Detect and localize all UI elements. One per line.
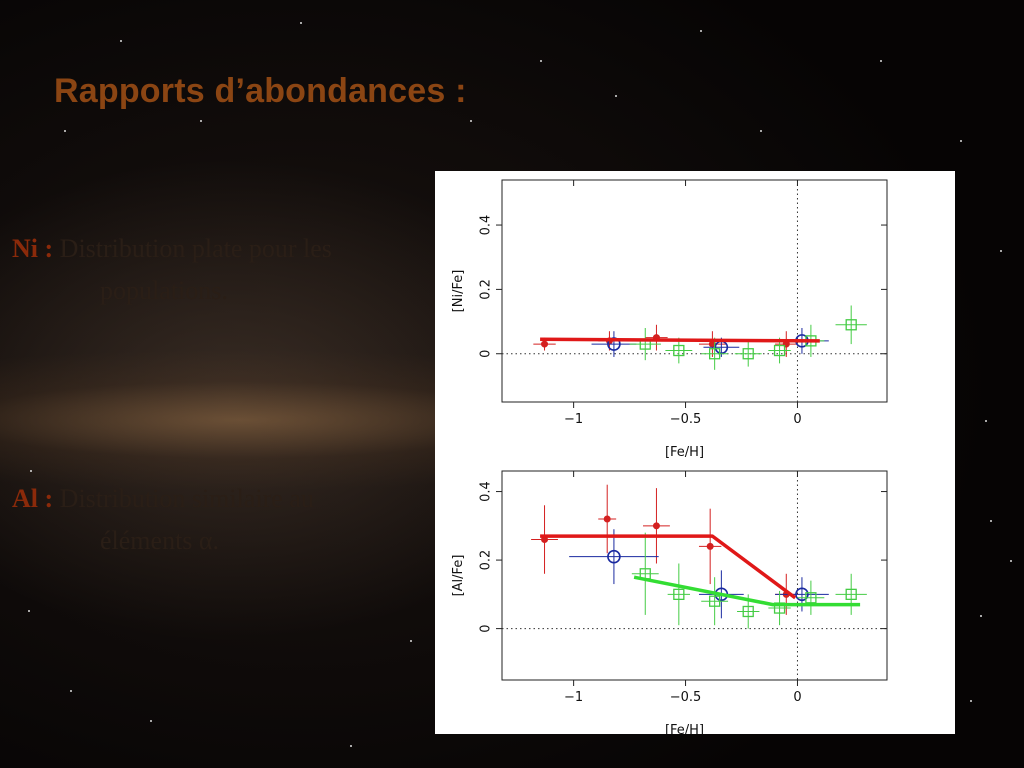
star: [300, 22, 302, 24]
panel2-series3-point: [805, 592, 817, 604]
slide-title: Rapports d’abondances :: [54, 72, 467, 110]
star: [350, 745, 352, 747]
star: [1010, 560, 1012, 562]
panel2-trend-line-2: [633, 575, 861, 607]
panel2-y-tick-label: 0.2: [479, 550, 494, 571]
star: [760, 130, 762, 132]
panel2-y-tick-label: 0.4: [479, 481, 494, 502]
star: [200, 120, 202, 122]
panel1-plot-frame: [501, 179, 888, 403]
panel1-trend-line-1: [540, 337, 820, 343]
panel2-series2-point: [795, 587, 809, 602]
star: [410, 640, 412, 642]
panel1-series3-point: [708, 348, 721, 360]
panel1-y-tick-label: 0: [479, 350, 494, 358]
star: [700, 30, 702, 32]
star: [980, 615, 982, 617]
star: [540, 60, 542, 62]
panel2-x-tick-label: 0: [793, 690, 801, 705]
star: [28, 610, 30, 612]
bullet-text-line2: populations.: [100, 276, 228, 305]
bullet-key: Al :: [12, 484, 54, 513]
abundance-figure: −1 −0.5 0 0 0.2 0.4 [Fe/H] [Ni/Fe] −1 −0.5 0 0 0.2 0.…: [435, 171, 955, 734]
panel1-x-tick-label: −0.5: [670, 412, 702, 427]
star: [64, 130, 66, 132]
star: [120, 40, 122, 42]
panel1-x-tick-label: 0: [793, 412, 801, 427]
panel1-series3-point: [845, 319, 857, 331]
panel2-y-tick-label: 0: [479, 624, 494, 632]
panel1-series3-point: [673, 344, 685, 357]
bullet-al: Al : Distribution similaire au éléments …: [12, 478, 442, 562]
bullet-ni: Ni : Distribution plate pour les populat…: [12, 228, 442, 312]
panel1-series3-point: [773, 344, 786, 357]
abundance-plots-svg: −1 −0.5 0 0 0.2 0.4 [Fe/H] [Ni/Fe] −1 −0.5 0 0 0.2 0.…: [451, 179, 888, 734]
panel1-y-tick-label: 0.2: [479, 279, 494, 300]
panel1-series1-point: [541, 340, 549, 348]
panel2-series3-point: [845, 588, 857, 600]
star: [880, 60, 882, 62]
bullet-text-line1: Distribution plate pour les: [59, 234, 332, 263]
star: [150, 720, 152, 722]
bullet-text-line2: éléments α.: [100, 526, 220, 555]
star: [30, 470, 32, 472]
panel2-series1-point: [652, 522, 660, 530]
panel2-x-tick-label: −0.5: [670, 690, 702, 705]
star: [70, 690, 72, 692]
star: [470, 120, 472, 122]
panel1-x-tick-label: −1: [564, 412, 583, 427]
star: [970, 700, 972, 702]
star: [1000, 250, 1002, 252]
panel2-x-axis-label: [Fe/H]: [665, 723, 704, 734]
panel2-series1-point: [706, 542, 714, 550]
bullet-text-line1: Distribution similaire au: [59, 484, 314, 513]
star: [615, 95, 617, 97]
bullet-key: Ni :: [12, 234, 54, 263]
panel2-series2-point: [607, 549, 621, 564]
panel2-series3-point: [708, 595, 721, 607]
panel2-series3-point: [673, 588, 685, 600]
star: [960, 140, 962, 142]
panel2-series1-point: [603, 515, 611, 523]
star: [985, 420, 987, 422]
panel2-x-tick-label: −1: [564, 690, 583, 705]
panel1-x-axis-label: [Fe/H]: [665, 445, 704, 460]
panel2-series3-point: [742, 605, 754, 618]
panel1-series3-point: [742, 348, 754, 360]
panel2-y-axis-label: [Al/Fe]: [451, 555, 466, 597]
panel1-y-tick-label: 0.4: [479, 215, 494, 236]
panel1-y-axis-label: [Ni/Fe]: [451, 270, 466, 313]
panel2-trend-line-1: [540, 534, 797, 600]
star: [990, 520, 992, 522]
panel2-plot-frame: [501, 470, 888, 681]
